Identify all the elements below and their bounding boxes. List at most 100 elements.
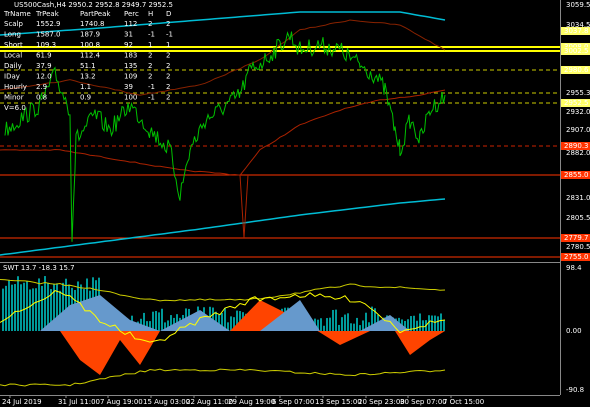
table-cell: Scalp: [4, 20, 24, 28]
time-label: 24 Jul 2019: [2, 398, 42, 406]
table-header: Perc: [124, 10, 139, 18]
table-cell: -1: [148, 83, 155, 91]
time-label: 31 Jul 11:00: [58, 398, 100, 406]
price-mark-box: [561, 66, 590, 74]
histogram-bar: [320, 318, 322, 331]
table-cell: 2: [148, 52, 152, 60]
histogram-bar: [440, 313, 442, 331]
time-label: 30 Sep 07:00: [400, 398, 447, 406]
signal-line: [0, 290, 446, 343]
histogram-bar: [218, 314, 220, 331]
histogram-bar: [374, 308, 376, 331]
ma-cyan: [0, 198, 446, 256]
histogram-bar: [410, 316, 412, 331]
histogram-bar: [431, 315, 433, 331]
table-cell: 13.2: [80, 73, 96, 81]
table-cell: Long: [4, 31, 21, 39]
price-label: 2831.0: [566, 194, 590, 202]
histogram-bar: [8, 280, 10, 331]
table-header: PartPeak: [80, 10, 111, 18]
table-cell: 1: [166, 41, 170, 49]
table-cell: 2: [166, 83, 170, 91]
indicator-axis-label: -90.8: [566, 386, 584, 394]
table-cell: 187.9: [80, 31, 100, 39]
price-mark: 3002.5: [564, 47, 589, 55]
histogram-bar: [2, 288, 4, 331]
histogram-bar: [17, 276, 19, 331]
price-mark: 2755.0: [564, 253, 589, 261]
table-cell: 112.4: [80, 52, 101, 60]
price-mark-box: [561, 234, 590, 242]
histogram-bar: [359, 325, 361, 331]
time-label: 15 Aug 03:00: [143, 398, 190, 406]
histogram-bar: [11, 284, 13, 331]
price-mark-box: [561, 47, 590, 55]
time-label: 22 Aug 11:00: [186, 398, 233, 406]
histogram-bar: [419, 313, 421, 331]
histogram-bar: [332, 309, 334, 331]
ma-cyan-top: [0, 11, 446, 36]
table-cell: 1: [148, 41, 152, 49]
histogram-bar: [233, 317, 235, 331]
histogram-bar: [62, 282, 64, 331]
table-cell: 2: [166, 94, 170, 102]
table-cell: Short: [4, 41, 23, 49]
histogram-bar: [353, 323, 355, 331]
table-cell: 12.0: [36, 73, 52, 81]
time-label: 7 Aug 19:00: [100, 398, 143, 406]
price-label: 2932.0: [566, 108, 590, 116]
histogram-bar: [155, 310, 157, 331]
histogram-bar: [59, 290, 61, 331]
table-cell: 100: [124, 94, 137, 102]
table-cell: IDay: [4, 73, 20, 81]
table-cell: 135: [124, 62, 137, 70]
histogram-bar: [236, 310, 238, 331]
table-header: TrName: [3, 10, 31, 18]
histogram-bar: [149, 321, 151, 331]
histogram-bar: [32, 288, 34, 331]
table-cell: 2: [148, 20, 152, 28]
table-cell: 1.1: [80, 83, 91, 91]
histogram-bar: [23, 282, 25, 331]
time-label: 7 Oct 15:00: [443, 398, 484, 406]
histogram-bar: [152, 311, 154, 331]
chart-title: US500Cash,H4 2950.2 2952.8 2949.7 2952.5: [14, 1, 173, 9]
time-label: 20 Sep 23:00: [358, 398, 405, 406]
histogram-bar: [146, 321, 148, 331]
table-footer: V=6.0: [4, 104, 26, 112]
ma-red: [0, 89, 446, 176]
table-cell: Daily: [4, 62, 22, 70]
histogram-bar: [56, 283, 58, 331]
histogram-bar: [326, 318, 328, 331]
table-cell: 2.9: [36, 83, 47, 91]
table-cell: 109.3: [36, 41, 56, 49]
histogram-bar: [65, 278, 67, 331]
histogram-bar: [29, 289, 31, 331]
price-mark-box: [561, 27, 590, 35]
histogram-bar: [47, 282, 49, 331]
table-cell: -1: [166, 31, 173, 39]
histogram-bar: [362, 320, 364, 331]
indicator-axis-label: 0.00: [566, 327, 582, 335]
band-upper: [0, 279, 446, 302]
price-label: 2955.3: [566, 89, 590, 97]
price-label: 2882.0: [566, 149, 590, 157]
histogram-bar: [323, 325, 325, 331]
time-label: 29 Aug 19:00: [228, 398, 275, 406]
histogram-bar: [44, 276, 46, 331]
histogram-bar: [434, 315, 436, 331]
histogram-bar: [413, 315, 415, 331]
table-cell: 92: [124, 41, 133, 49]
histogram-bar: [224, 308, 226, 331]
histogram-bar: [371, 306, 373, 331]
table-cell: 100.8: [80, 41, 100, 49]
price-mark: 2890.3: [564, 142, 589, 150]
table-cell: 2: [166, 52, 170, 60]
table-cell: 2: [166, 62, 170, 70]
table-cell: 2: [148, 62, 152, 70]
table-cell: 183: [124, 52, 137, 60]
histogram-bar: [143, 312, 145, 331]
histogram-bar: [26, 281, 28, 331]
indicator-pane: [0, 276, 446, 387]
histogram-bar: [350, 323, 352, 331]
